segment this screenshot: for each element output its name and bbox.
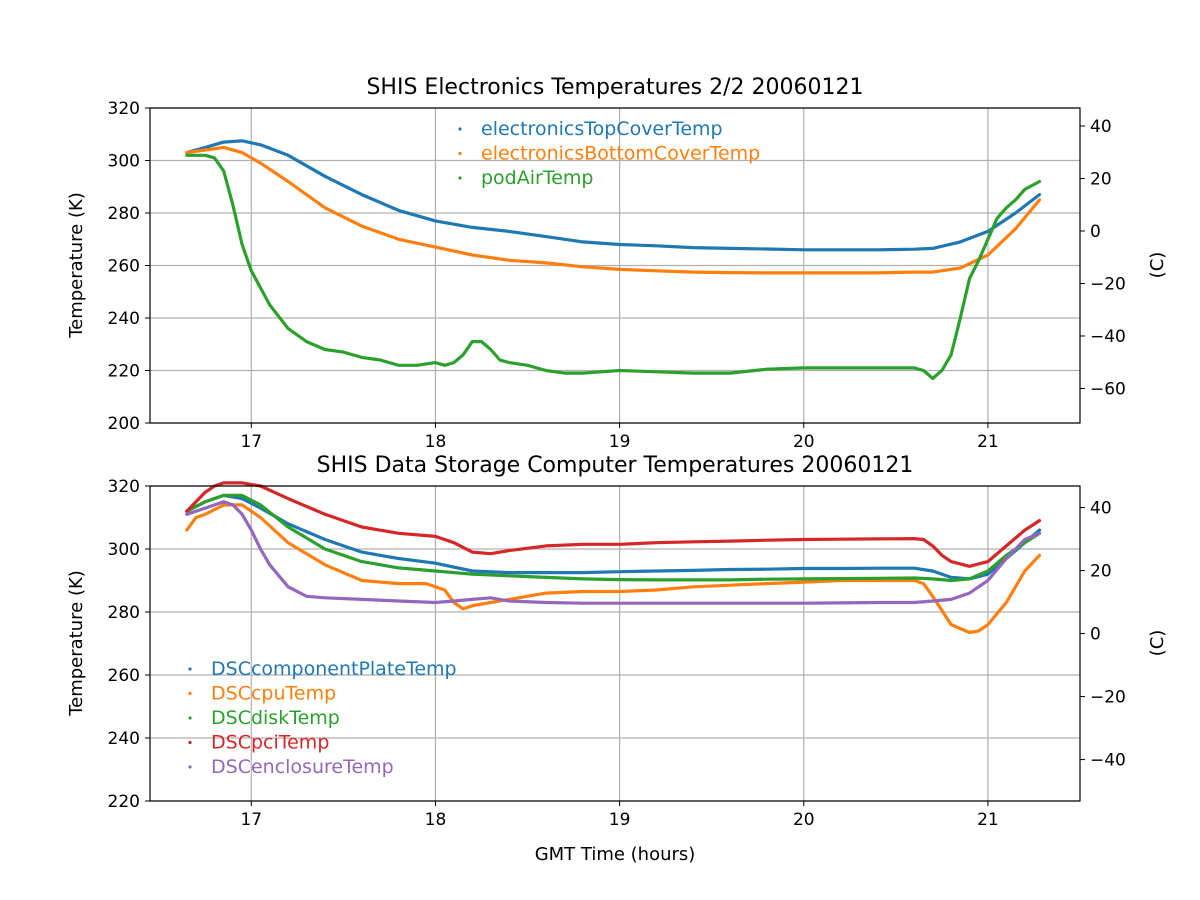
- y-tick-label: 220: [108, 792, 140, 812]
- y2-tick-label: −40: [1090, 751, 1126, 771]
- series-line-DSCdiskTemp: [185, 493, 1042, 583]
- legend-label: electronicsBottomCoverTemp: [481, 143, 760, 165]
- series-line-electronicsTopCoverTemp: [185, 139, 1042, 252]
- series-line-electronicsBottomCoverTemp: [185, 145, 1042, 275]
- x-tick-label: 17: [240, 810, 262, 830]
- legend-marker: [188, 765, 192, 769]
- legend: electronicsTopCoverTemp electronicsBottom…: [458, 118, 760, 189]
- y-axis-ticks: 220 240 260 280 300 320: [108, 477, 150, 812]
- legend-item: DSCcomponentPlateTemp: [188, 658, 457, 680]
- legend: DSCcomponentPlateTemp DSCcpuTempDSCdiskTe…: [188, 658, 457, 778]
- y2-tick-label: −40: [1090, 327, 1126, 347]
- x-tick-label: 20: [793, 432, 815, 452]
- legend-marker: [188, 691, 192, 696]
- legend-label: DSCpciTemp: [211, 732, 329, 754]
- series-line-podAirTemp: [185, 153, 1042, 380]
- x-tick-label: 21: [977, 432, 999, 452]
- y-tick-label: 260: [108, 666, 140, 686]
- y-tick-label: 240: [108, 729, 140, 749]
- y-tick-label: 300: [108, 540, 140, 560]
- plot-frame: [149, 485, 1081, 802]
- legend-item: DSCdiskTemp: [188, 707, 340, 729]
- y2-tick-label: 20: [1090, 562, 1112, 582]
- legend-label: DSCenclosureTemp: [211, 756, 394, 778]
- x-tick-label: 18: [425, 432, 447, 452]
- series-line-DSCenclosureTemp: [185, 500, 1042, 605]
- y2-tick-label: −20: [1090, 274, 1126, 294]
- legend-item: podAirTemp: [458, 167, 593, 189]
- y2-tick-label: 20: [1090, 169, 1112, 189]
- y2-tick-label: 0: [1090, 222, 1101, 242]
- y2-tick-label: −20: [1090, 688, 1126, 708]
- electronics-temperature-panel: SHIS Electronics Temperatures 2/2 200601…: [66, 75, 1168, 452]
- y2-axis-ticks: −40 −20 0 20 40: [1080, 499, 1126, 771]
- y2-tick-label: 40: [1090, 499, 1112, 519]
- y-tick-label: 220: [108, 362, 140, 382]
- grid-lines: [150, 107, 1080, 424]
- x-tick-label: 17: [240, 432, 262, 452]
- legend-label: podAirTemp: [481, 167, 593, 189]
- y2-axis-label: (C): [1147, 630, 1168, 657]
- legend-item: DSCenclosureTemp: [188, 756, 394, 778]
- legend-marker: [188, 716, 192, 720]
- series-line-DSCcomponentPlateTemp: [185, 493, 1042, 581]
- legend-marker: [458, 127, 462, 131]
- y-tick-label: 280: [108, 603, 140, 623]
- y-tick-label: 260: [108, 257, 140, 277]
- y-tick-label: 200: [108, 414, 140, 434]
- x-tick-label: 19: [609, 810, 631, 830]
- y-axis-label: Temperature (K): [66, 192, 87, 339]
- legend-marker: [458, 151, 462, 156]
- legend-marker: [188, 667, 192, 671]
- x-tick-label: 21: [977, 810, 999, 830]
- data-storage-temperature-panel: SHIS Data Storage Computer Temperatures …: [66, 453, 1168, 865]
- y2-tick-label: 0: [1090, 625, 1101, 645]
- x-axis-ticks: 17 18 19 20 21: [240, 801, 999, 830]
- y-tick-label: 320: [108, 477, 140, 497]
- y-axis-label: Temperature (K): [66, 570, 87, 717]
- chart-title: SHIS Data Storage Computer Temperatures …: [317, 453, 914, 478]
- y2-axis-ticks: −60 −40 −20 0 20 40: [1080, 117, 1126, 399]
- legend-label: DSCcomponentPlateTemp: [211, 658, 457, 680]
- x-tick-label: 18: [425, 810, 447, 830]
- y-tick-label: 320: [108, 99, 140, 119]
- legend-marker: [458, 176, 462, 180]
- legend-label: DSCcpuTemp: [211, 683, 336, 705]
- x-tick-label: 19: [609, 432, 631, 452]
- y-tick-label: 300: [108, 152, 140, 172]
- legend-label: DSCdiskTemp: [211, 707, 340, 729]
- series-lines: [185, 139, 1042, 380]
- x-axis-ticks: 17 18 19 20 21: [240, 423, 999, 452]
- legend-item: electronicsTopCoverTemp: [458, 118, 723, 140]
- x-axis-label: GMT Time (hours): [535, 844, 696, 865]
- legend-item: DSCcpuTemp: [188, 683, 336, 705]
- y2-axis-label: (C): [1147, 252, 1168, 279]
- legend-marker: [188, 740, 192, 745]
- y2-tick-label: −60: [1090, 379, 1126, 399]
- series-line-DSCcpuTemp: [185, 503, 1042, 635]
- legend-item: electronicsBottomCoverTemp: [458, 143, 760, 165]
- y2-tick-label: 40: [1090, 117, 1112, 137]
- legend-label: electronicsTopCoverTemp: [481, 118, 723, 140]
- x-tick-label: 20: [793, 810, 815, 830]
- chart-title: SHIS Electronics Temperatures 2/2 200601…: [366, 75, 863, 100]
- y-tick-label: 280: [108, 204, 140, 224]
- y-axis-ticks: 200 220 240 260 280 300 320: [108, 99, 150, 434]
- legend-item: DSCpciTemp: [188, 732, 329, 754]
- y-tick-label: 240: [108, 309, 140, 329]
